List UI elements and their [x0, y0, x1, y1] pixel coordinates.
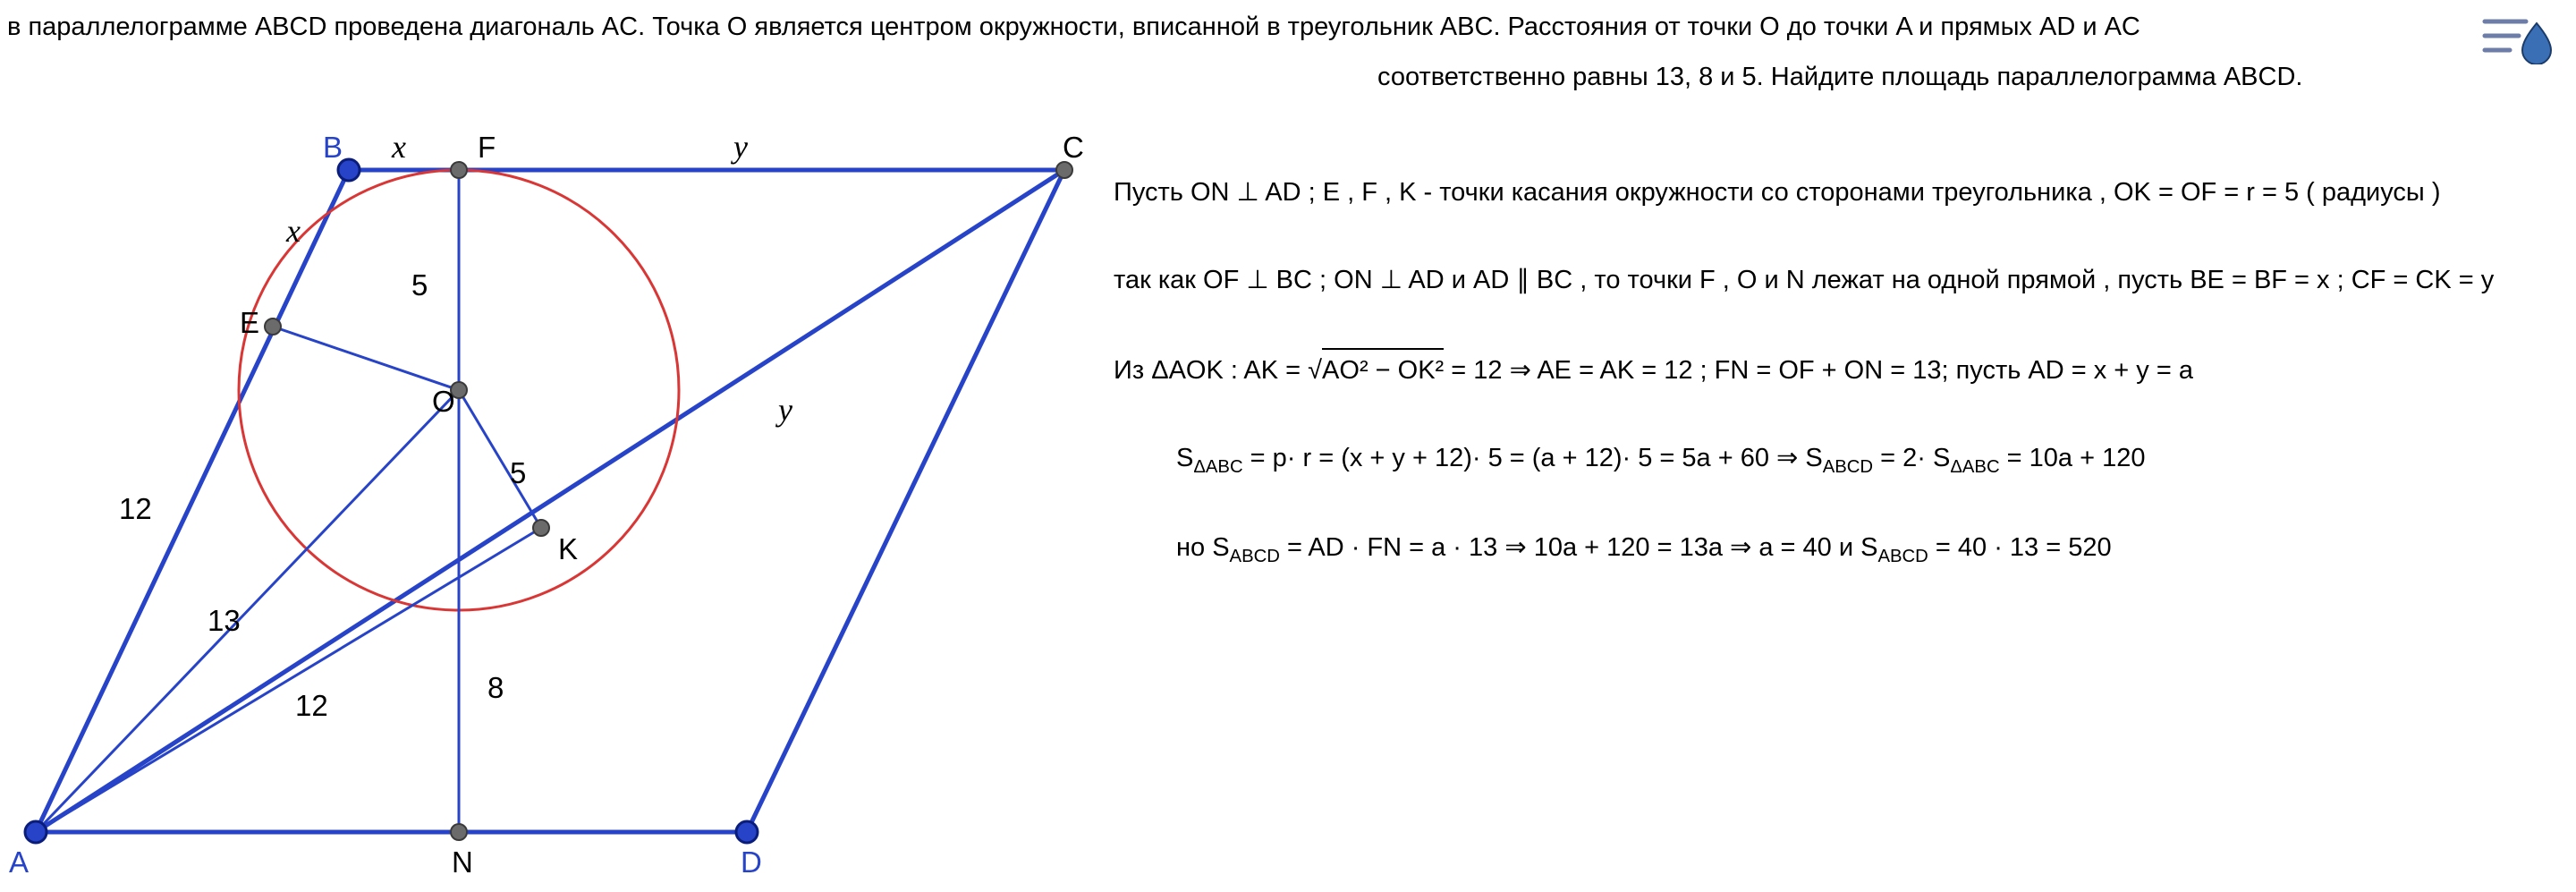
- text: = 2· S: [1880, 444, 1950, 472]
- subscript: ABCD: [1877, 547, 1928, 566]
- svg-text:12: 12: [295, 689, 328, 722]
- svg-text:A: A: [9, 845, 29, 879]
- diagram-svg: A B C D E F K O N 12 13 12 8 5 5 x x y y: [0, 125, 1100, 886]
- solution-line-2: так как OF ⊥ BC ; ON ⊥ AD и AD ∥ BC , то…: [1114, 261, 2536, 301]
- svg-text:F: F: [478, 131, 496, 164]
- menu-drop-icon: [2479, 7, 2555, 64]
- geogebra-menu-icon[interactable]: [2479, 7, 2555, 64]
- svg-text:5: 5: [510, 456, 526, 489]
- geometry-diagram: A B C D E F K O N 12 13 12 8 5 5 x x y y: [0, 125, 1100, 886]
- text: но S: [1176, 533, 1230, 562]
- solution-line-1: Пусть ON ⊥ AD ; E , F , K - точки касани…: [1114, 174, 2536, 213]
- svg-text:B: B: [323, 131, 343, 164]
- subscript: ΔABC: [1950, 456, 1999, 476]
- text: S: [1176, 444, 1193, 472]
- solution-line-4: SΔABC = p· r = (x + y + 12)· 5 = (a + 12…: [1114, 439, 2536, 480]
- svg-text:K: K: [558, 532, 578, 565]
- text: = p· r = (x + y + 12)· 5 = (a + 12)· 5 =…: [1250, 444, 1823, 472]
- svg-text:x: x: [391, 129, 406, 165]
- solution-text: Пусть ON ⊥ AD ; E , F , K - точки касани…: [1114, 174, 2536, 618]
- svg-text:5: 5: [411, 268, 428, 302]
- svg-text:8: 8: [487, 671, 504, 704]
- svg-text:D: D: [741, 845, 762, 879]
- solution-line-3: Из ΔAOK : AK = √AO² − OK² = 12 ⇒ AE = AK…: [1114, 348, 2536, 391]
- subscript: ABCD: [1823, 456, 1873, 476]
- sqrt-expression: √AO² − OK²: [1308, 348, 1444, 391]
- problem-line-1: в параллелограмме ABCD проведена диагона…: [7, 13, 2140, 42]
- text: Из ΔAOK : AK =: [1114, 356, 1308, 385]
- svg-text:C: C: [1063, 131, 1084, 164]
- svg-text:y: y: [775, 392, 792, 428]
- text: = 12 ⇒ AE = AK = 12 ; FN = OF + ON = 13;…: [1451, 356, 2193, 385]
- solution-line-5: но SABCD = AD · FN = a · 13 ⇒ 10a + 120 …: [1114, 529, 2536, 570]
- svg-text:E: E: [240, 306, 259, 339]
- problem-line-2: соответственно равны 13, 8 и 5. Найдите …: [1377, 63, 2302, 92]
- subscript: ΔABC: [1193, 456, 1242, 476]
- text: = AD · FN = a · 13 ⇒ 10a + 120 = 13a ⇒ a…: [1287, 533, 1878, 562]
- subscript: ABCD: [1230, 547, 1280, 566]
- svg-text:13: 13: [208, 604, 241, 637]
- svg-text:12: 12: [119, 492, 152, 525]
- text: = 10a + 120: [2007, 444, 2146, 472]
- svg-text:x: x: [285, 213, 301, 249]
- svg-text:N: N: [452, 845, 473, 879]
- svg-text:y: y: [731, 129, 748, 165]
- text: = 40 · 13 = 520: [1936, 533, 2112, 562]
- sqrt-inner: AO² − OK²: [1322, 348, 1444, 391]
- svg-text:O: O: [432, 385, 455, 418]
